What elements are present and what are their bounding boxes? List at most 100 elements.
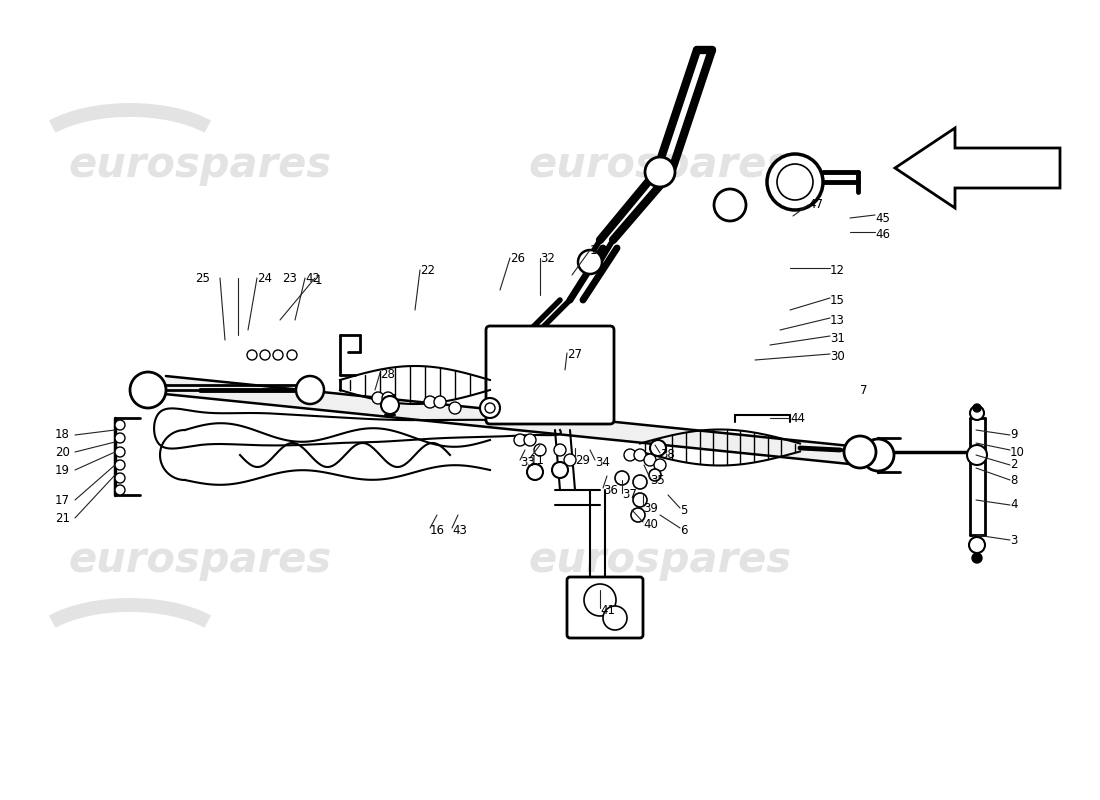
Text: 28: 28: [379, 369, 395, 382]
Circle shape: [552, 462, 568, 478]
Circle shape: [631, 508, 645, 522]
Circle shape: [524, 434, 536, 446]
Text: 8: 8: [1010, 474, 1018, 486]
Text: 17: 17: [55, 494, 70, 506]
Circle shape: [485, 403, 495, 413]
Text: 41: 41: [600, 603, 615, 617]
Circle shape: [650, 440, 666, 456]
Circle shape: [645, 157, 675, 187]
Circle shape: [480, 398, 501, 418]
Text: 16: 16: [430, 523, 446, 537]
Text: 46: 46: [874, 229, 890, 242]
Circle shape: [603, 606, 627, 630]
Text: 24: 24: [257, 271, 272, 285]
Text: eurospares: eurospares: [528, 144, 792, 186]
Text: 47: 47: [808, 198, 823, 211]
Text: 13: 13: [830, 314, 845, 326]
Polygon shape: [895, 128, 1060, 208]
Circle shape: [554, 444, 566, 456]
Circle shape: [287, 350, 297, 360]
Text: eurospares: eurospares: [528, 539, 792, 581]
Text: 34: 34: [595, 455, 609, 469]
Text: 1: 1: [315, 274, 322, 286]
Circle shape: [381, 396, 399, 414]
Text: eurospares: eurospares: [68, 144, 331, 186]
Text: 30: 30: [830, 350, 845, 362]
Circle shape: [296, 376, 324, 404]
FancyBboxPatch shape: [566, 577, 644, 638]
Circle shape: [972, 553, 982, 563]
Circle shape: [130, 372, 166, 408]
Text: 26: 26: [510, 251, 525, 265]
Text: 2: 2: [1010, 458, 1018, 471]
Circle shape: [116, 433, 125, 443]
Text: 27: 27: [566, 349, 582, 362]
Text: 5: 5: [680, 503, 688, 517]
Circle shape: [584, 584, 616, 616]
Circle shape: [116, 460, 125, 470]
Circle shape: [974, 404, 981, 412]
Text: 25: 25: [195, 271, 210, 285]
Circle shape: [767, 154, 823, 210]
Circle shape: [634, 449, 646, 461]
Text: 12: 12: [830, 263, 845, 277]
Circle shape: [434, 396, 446, 408]
Text: 7: 7: [860, 383, 868, 397]
FancyBboxPatch shape: [486, 326, 614, 424]
Text: 9: 9: [1010, 429, 1018, 442]
Text: 4: 4: [1010, 498, 1018, 511]
Circle shape: [564, 454, 576, 466]
Text: 20: 20: [55, 446, 70, 459]
Circle shape: [116, 420, 125, 430]
Text: 11: 11: [530, 454, 544, 466]
Circle shape: [424, 396, 436, 408]
Circle shape: [372, 392, 384, 404]
Circle shape: [777, 164, 813, 200]
Text: 43: 43: [452, 523, 466, 537]
Text: 35: 35: [650, 474, 664, 486]
Text: 14: 14: [590, 243, 605, 257]
Text: 19: 19: [55, 463, 70, 477]
Text: 29: 29: [575, 454, 590, 466]
Polygon shape: [164, 376, 851, 464]
Circle shape: [615, 471, 629, 485]
Circle shape: [862, 439, 894, 471]
Circle shape: [116, 485, 125, 495]
Circle shape: [844, 436, 876, 468]
Circle shape: [382, 392, 394, 404]
Text: 22: 22: [420, 263, 434, 277]
Text: 37: 37: [621, 489, 637, 502]
Circle shape: [116, 447, 125, 457]
Circle shape: [449, 402, 461, 414]
Text: 3: 3: [1010, 534, 1018, 546]
Circle shape: [624, 449, 636, 461]
Text: 31: 31: [830, 331, 845, 345]
Circle shape: [644, 454, 656, 466]
Circle shape: [248, 350, 257, 360]
Circle shape: [578, 250, 602, 274]
Text: 33: 33: [520, 455, 535, 469]
Text: eurospares: eurospares: [68, 539, 331, 581]
Circle shape: [967, 445, 987, 465]
Text: 6: 6: [680, 523, 688, 537]
Text: 23: 23: [282, 271, 297, 285]
Circle shape: [632, 493, 647, 507]
Circle shape: [632, 475, 647, 489]
Circle shape: [273, 350, 283, 360]
Text: 36: 36: [603, 483, 618, 497]
Text: 15: 15: [830, 294, 845, 306]
Text: 39: 39: [644, 502, 658, 514]
Circle shape: [649, 469, 661, 481]
Text: 42: 42: [305, 271, 320, 285]
Circle shape: [654, 459, 666, 471]
Circle shape: [260, 350, 270, 360]
Circle shape: [116, 473, 125, 483]
Text: 18: 18: [55, 429, 70, 442]
Circle shape: [969, 537, 984, 553]
Text: 32: 32: [540, 251, 554, 265]
Circle shape: [527, 464, 543, 480]
Circle shape: [514, 434, 526, 446]
Circle shape: [970, 406, 985, 420]
Text: 38: 38: [660, 449, 674, 462]
Circle shape: [534, 444, 546, 456]
